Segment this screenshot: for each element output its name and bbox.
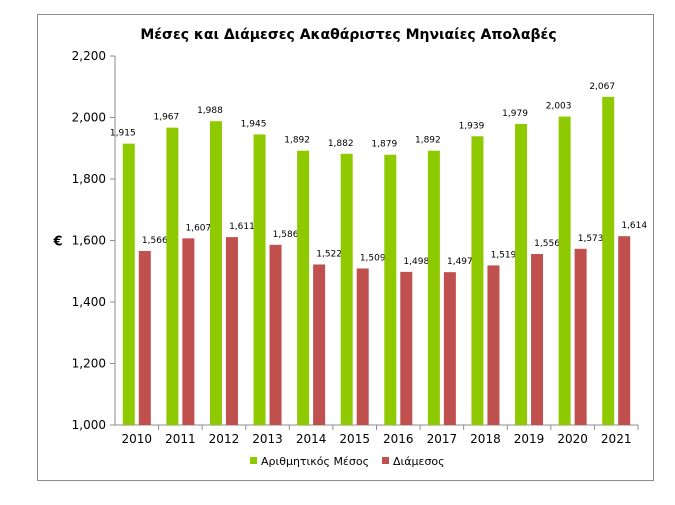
y-tick-label: 1,800 — [72, 172, 106, 186]
data-label-median: 1,497 — [447, 257, 473, 267]
y-tick-label: 2,200 — [72, 49, 106, 63]
y-tick-label: 2,000 — [72, 111, 106, 125]
x-tick-label: 2012 — [209, 432, 240, 446]
data-label-mean: 1,967 — [153, 113, 179, 123]
bar-mean — [297, 150, 310, 425]
bar-median — [443, 272, 456, 425]
x-tick-label: 2010 — [122, 432, 153, 446]
data-label-mean: 1,879 — [371, 140, 397, 150]
bar-mean — [427, 150, 440, 425]
bar-median — [138, 250, 151, 425]
x-tick-label: 2011 — [165, 432, 196, 446]
legend: Αριθμητικός Μέσος Διάμεσος — [250, 455, 445, 468]
bar-median — [574, 248, 587, 425]
y-axis-ticks: 1,000 1,200 1,400 1,600 1,800 2,000 2,200 — [72, 49, 115, 432]
chart-svg: Μέσες και Διάμεσες Ακαθάριστες Μηνιαίες … — [52, 27, 647, 468]
bar-median — [269, 244, 282, 425]
data-label-mean: 1,945 — [241, 119, 267, 129]
data-label-median: 1,586 — [273, 230, 299, 240]
y-tick-label: 1,200 — [72, 357, 106, 371]
bar-mean — [384, 154, 397, 425]
bar-median — [400, 271, 413, 425]
data-label-median: 1,519 — [491, 250, 517, 260]
data-label-median: 1,611 — [229, 222, 255, 232]
data-label-mean: 1,882 — [328, 139, 354, 149]
data-label-median: 1,498 — [403, 257, 429, 267]
chart-title: Μέσες και Διάμεσες Ακαθάριστες Μηνιαίες … — [140, 27, 556, 43]
chart-frame: Μέσες και Διάμεσες Ακαθάριστες Μηνιαίες … — [37, 14, 654, 481]
bar-mean — [515, 123, 528, 426]
y-tick-label: 1,600 — [72, 234, 106, 248]
y-tick-label: 1,400 — [72, 295, 106, 309]
legend-swatch-median — [382, 457, 389, 464]
bar-median — [487, 265, 500, 425]
legend-label-median: Διάμεσος — [393, 455, 445, 468]
bar-median — [313, 264, 326, 425]
bar-mean — [340, 153, 353, 425]
y-tick-label: 1,000 — [72, 418, 106, 432]
legend-swatch-mean — [250, 457, 257, 464]
data-label-mean: 1,892 — [284, 136, 310, 146]
x-axis-ticks: 2010 2011 2012 2013 2014 2015 2016 2017 2018 2019… — [122, 425, 639, 446]
data-label-mean: 2,067 — [589, 82, 615, 92]
x-tick-label: 2019 — [514, 432, 545, 446]
x-tick-label: 2018 — [470, 432, 501, 446]
data-label-mean: 1,892 — [415, 136, 441, 146]
bar-median — [356, 268, 369, 425]
bar-mean — [209, 121, 222, 425]
x-tick-label: 2021 — [601, 432, 632, 446]
x-tick-label: 2017 — [427, 432, 458, 446]
bar-mean — [471, 136, 484, 425]
x-tick-label: 2020 — [557, 432, 588, 446]
data-label-median: 1,509 — [360, 253, 386, 263]
bar-mean — [166, 127, 179, 426]
y-axis-label: € — [52, 235, 62, 250]
data-label-mean: 1,979 — [502, 109, 528, 119]
bar-mean — [558, 116, 571, 425]
data-label-median: 1,614 — [621, 221, 647, 231]
bar-median — [531, 254, 544, 425]
bar-mean — [602, 96, 615, 426]
data-label-mean: 1,939 — [459, 121, 485, 131]
bar-mean — [253, 134, 266, 425]
bar-median — [182, 238, 195, 425]
bar-median — [618, 236, 631, 425]
data-label-mean: 1,915 — [110, 129, 136, 139]
x-tick-label: 2015 — [339, 432, 370, 446]
data-label-median: 1,566 — [142, 236, 168, 246]
x-tick-label: 2014 — [296, 432, 327, 446]
x-tick-label: 2013 — [252, 432, 283, 446]
data-label-median: 1,522 — [316, 249, 342, 259]
data-label-mean: 2,003 — [546, 102, 572, 112]
bars-group: 1,915 1,566 1,967 1,607 1,988 1,611 1,945 1,586… — [110, 82, 647, 426]
x-tick-label: 2016 — [383, 432, 414, 446]
data-label-mean: 1,988 — [197, 106, 223, 116]
data-label-median: 1,573 — [578, 234, 604, 244]
bar-median — [225, 237, 238, 425]
legend-label-mean: Αριθμητικός Μέσος — [261, 455, 369, 468]
data-label-median: 1,607 — [185, 223, 211, 233]
data-label-median: 1,556 — [534, 239, 560, 249]
bar-mean — [122, 143, 135, 425]
